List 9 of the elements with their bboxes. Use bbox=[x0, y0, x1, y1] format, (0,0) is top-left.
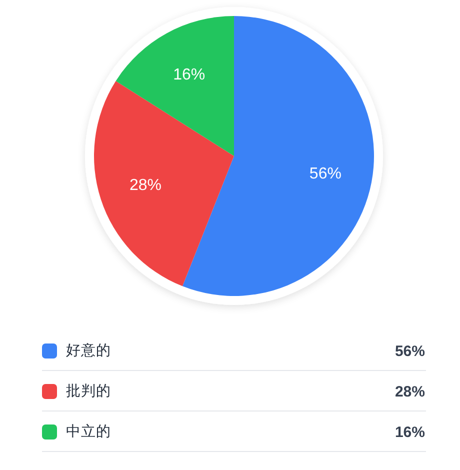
data-label: 16% bbox=[173, 66, 206, 83]
text: 56% bbox=[394, 342, 425, 360]
text: 16% bbox=[394, 424, 425, 440]
legend-label: 好意的 bbox=[66, 342, 111, 359]
legend-label: 中立的 bbox=[66, 423, 111, 440]
data-label: 28% bbox=[129, 176, 162, 194]
legend-label: 批判的 bbox=[66, 382, 111, 400]
text: 28% bbox=[394, 383, 425, 400]
data-label: 56% bbox=[309, 164, 342, 182]
